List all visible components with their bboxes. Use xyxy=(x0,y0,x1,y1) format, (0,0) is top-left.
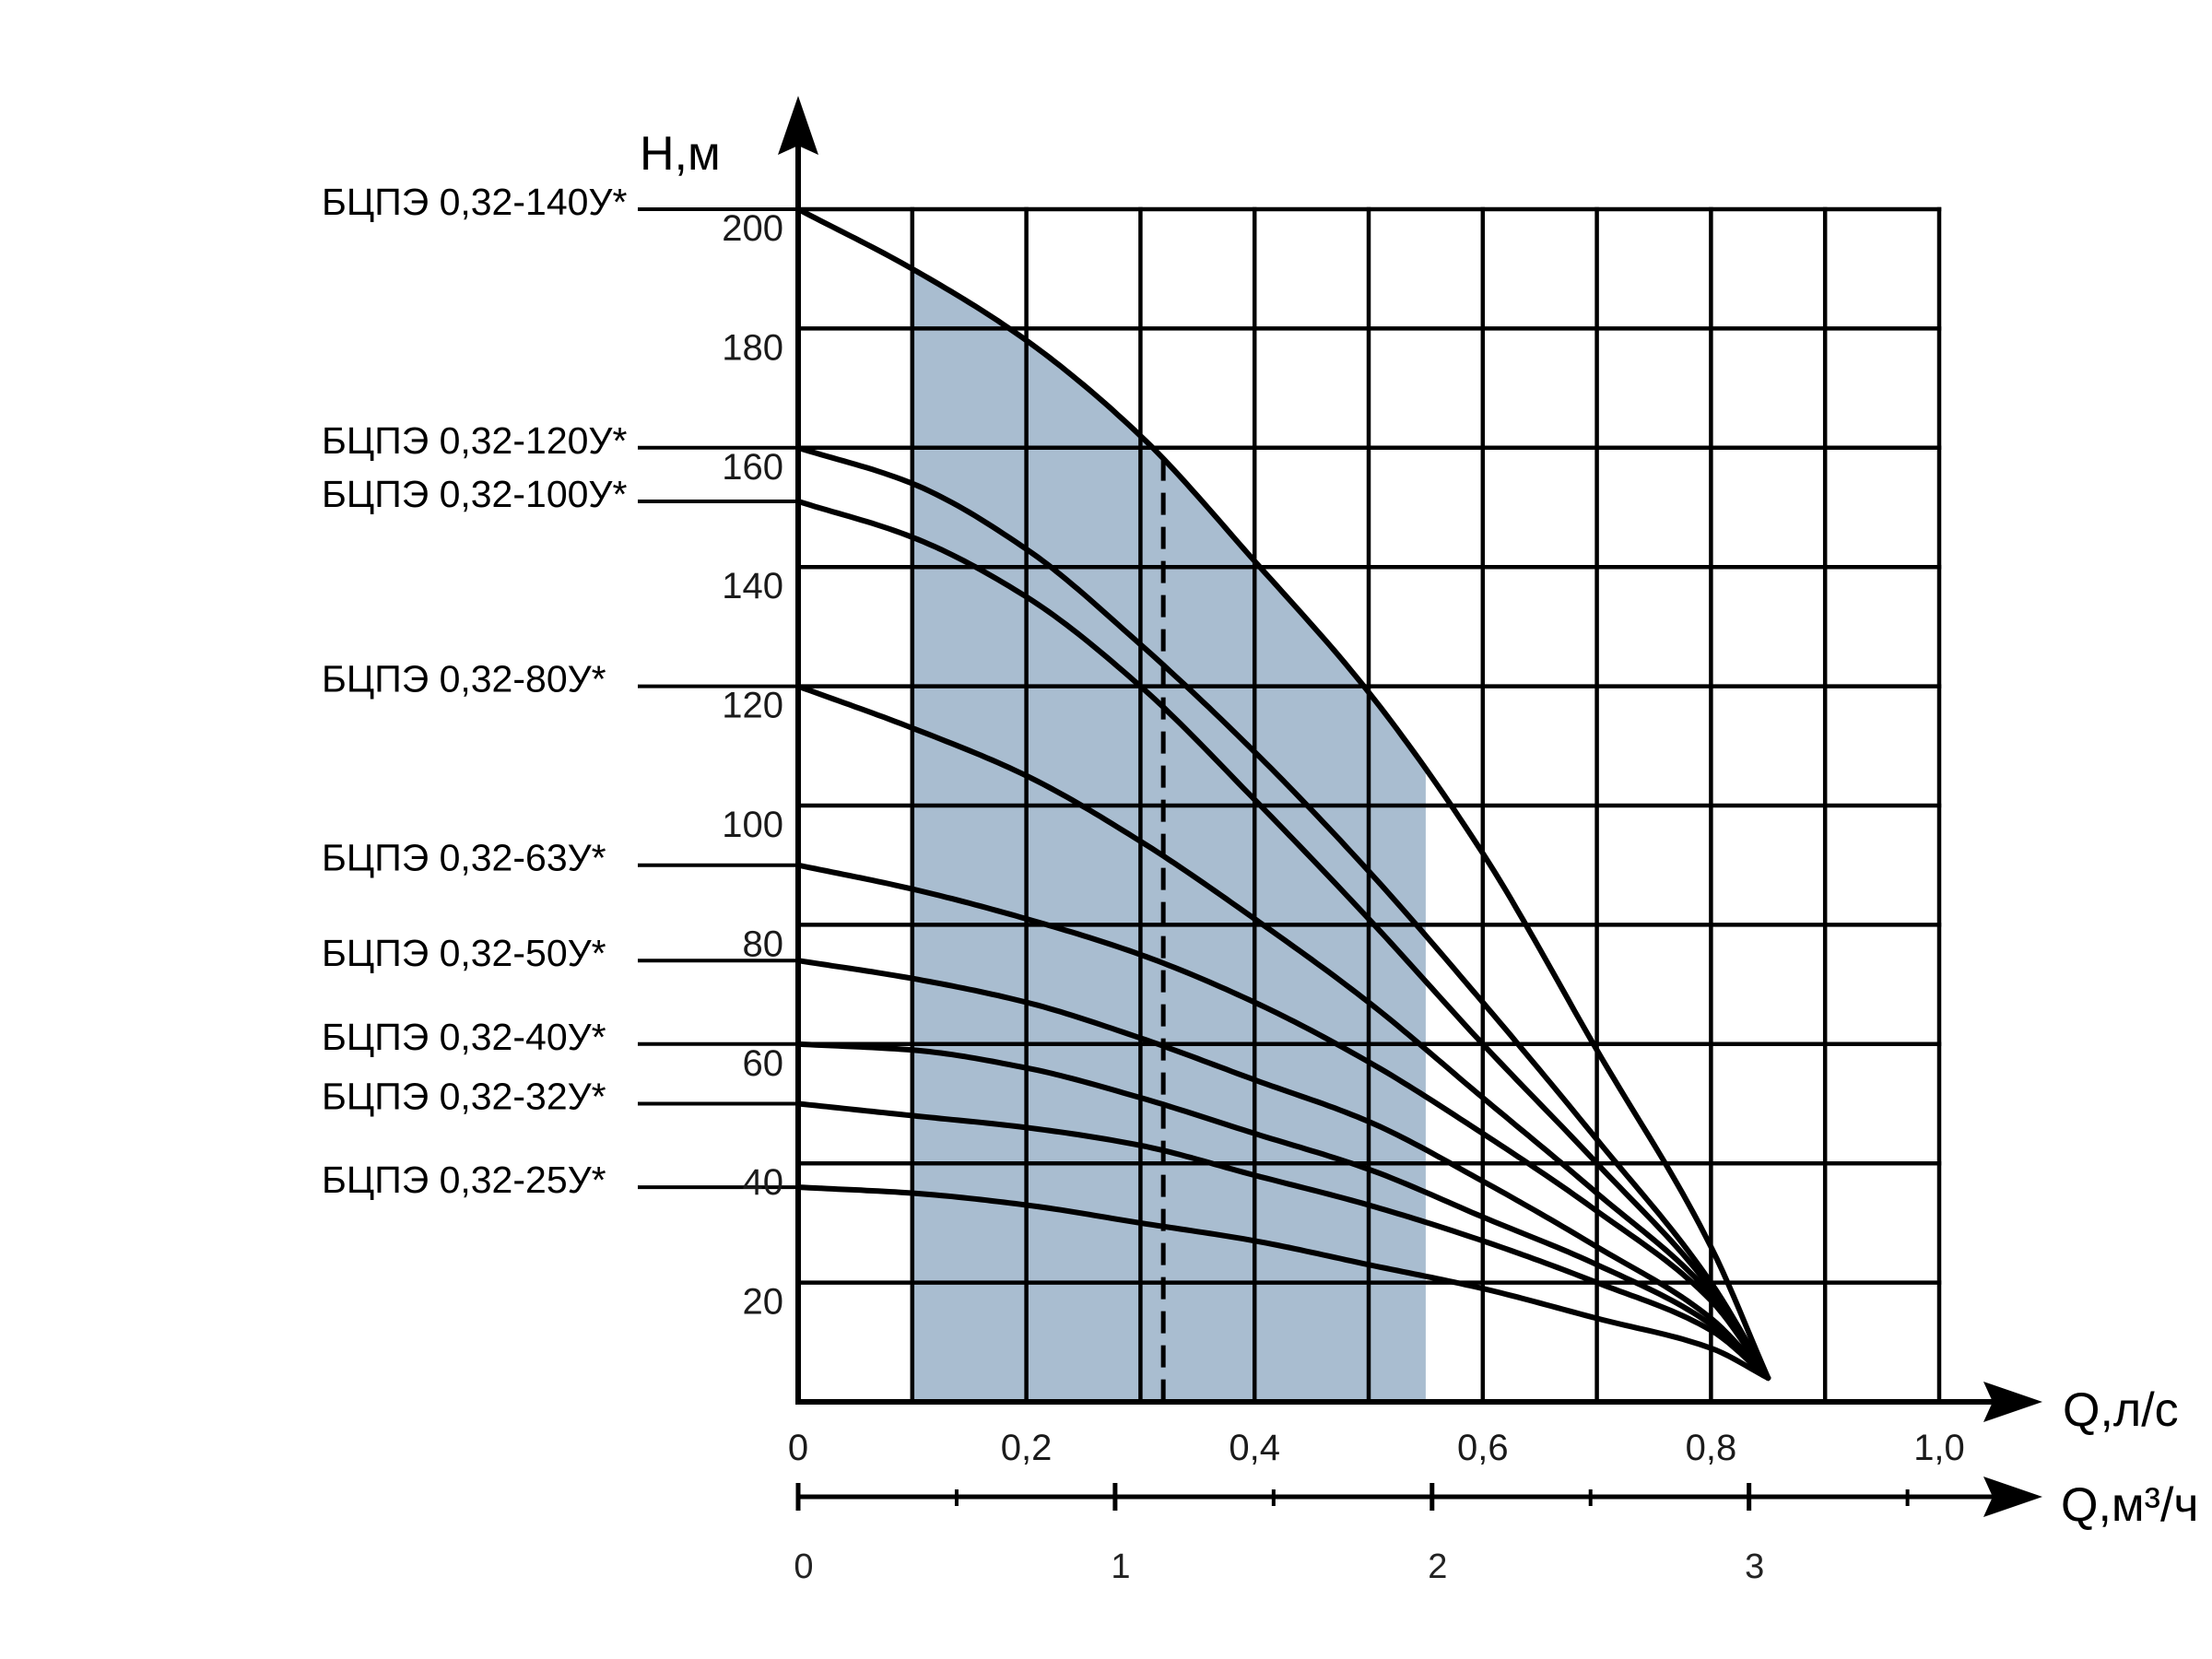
series-label-25u: БЦПЭ 0,32-25У* xyxy=(322,1159,606,1201)
series-label-63u: БЦПЭ 0,32-63У* xyxy=(322,837,606,879)
x-tick-label: 0 xyxy=(788,1428,808,1468)
y-tick-label: 180 xyxy=(722,327,783,368)
x-axis-arrow xyxy=(1983,1382,2042,1422)
y-tick-label: 40 xyxy=(743,1162,784,1203)
pump-curve-120u xyxy=(795,444,1771,1382)
series-label-120u: БЦПЭ 0,32-120У* xyxy=(322,419,627,462)
y-tick-label: 140 xyxy=(722,566,783,606)
pump-curve-80u xyxy=(795,683,1771,1382)
x-tick-label: 0,8 xyxy=(1686,1428,1737,1468)
x2-tick-label: 2 xyxy=(1428,1547,1447,1586)
x2-tick-label: 0 xyxy=(794,1547,813,1586)
series-label-50u: БЦПЭ 0,32-50У* xyxy=(322,932,606,974)
pump-curve-100u xyxy=(795,499,1771,1382)
x2-axis-arrow xyxy=(1983,1477,2042,1517)
x-tick-label: 0,2 xyxy=(1001,1428,1053,1468)
x-tick-label: 1,0 xyxy=(1913,1428,1965,1468)
y-tick-label: 120 xyxy=(722,686,783,726)
pump-curve-32u xyxy=(795,1100,1771,1382)
pump-curve-25u xyxy=(795,1184,1771,1382)
leader-line-layer xyxy=(638,207,798,1190)
pump-curve-63u xyxy=(795,862,1771,1382)
operating-range-layer xyxy=(912,268,1426,1403)
series-label-140u: БЦПЭ 0,32-140У* xyxy=(322,181,627,223)
x2-tick-label: 1 xyxy=(1111,1547,1130,1586)
series-label-80u: БЦПЭ 0,32-80У* xyxy=(322,658,606,700)
series-label-32u: БЦПЭ 0,32-32У* xyxy=(322,1076,606,1118)
pump-curve-140u xyxy=(795,206,1771,1382)
x2-tick-label: 3 xyxy=(1745,1547,1764,1586)
y-axis-arrow xyxy=(778,96,818,155)
y-tick-label: 160 xyxy=(722,447,783,488)
axis-layer xyxy=(778,96,2042,1517)
operating-range-area xyxy=(912,268,1426,1403)
x2-axis-title: Q,м³/ч xyxy=(2061,1478,2199,1532)
y-tick-label: 20 xyxy=(743,1282,784,1323)
series-label-40u: БЦПЭ 0,32-40У* xyxy=(322,1016,606,1058)
y-tick-label: 80 xyxy=(743,924,784,964)
y-tick-label: 60 xyxy=(743,1043,784,1084)
y-axis-title: H,м xyxy=(640,127,721,181)
curve-layer xyxy=(795,206,1771,1402)
pump-curve-50u xyxy=(795,958,1771,1382)
x-axis-title: Q,л/с xyxy=(2063,1383,2179,1437)
label-layer: БЦПЭ 0,32-140У* БЦПЭ 0,32-120У* БЦПЭ 0,32-… xyxy=(322,181,1965,1586)
x-tick-label: 0,4 xyxy=(1229,1428,1280,1468)
y-tick-label: 200 xyxy=(722,208,783,249)
series-label-100u: БЦПЭ 0,32-100У* xyxy=(322,473,627,515)
y-tick-label: 100 xyxy=(722,805,783,845)
x-tick-label: 0,6 xyxy=(1457,1428,1509,1468)
pump-curve-40u xyxy=(795,1041,1771,1382)
